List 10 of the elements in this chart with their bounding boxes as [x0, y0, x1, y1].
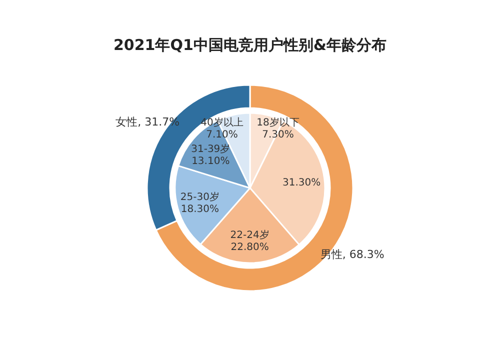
data-label: 18.30%: [180, 204, 220, 216]
data-label: 7.30%: [262, 130, 294, 141]
slice-label: 18岁以下: [256, 116, 300, 129]
data-label: 31.30%: [282, 177, 321, 188]
slice-label: 25-30岁: [180, 191, 220, 204]
slice-label: 31-39岁: [191, 143, 230, 156]
slice-label: 22-24岁: [230, 229, 270, 241]
chart-title: 2021年Q1中国电竞用户性别&年龄分布: [113, 36, 387, 54]
data-label: 22.80%: [230, 242, 269, 253]
data-label: 13.10%: [192, 156, 230, 168]
